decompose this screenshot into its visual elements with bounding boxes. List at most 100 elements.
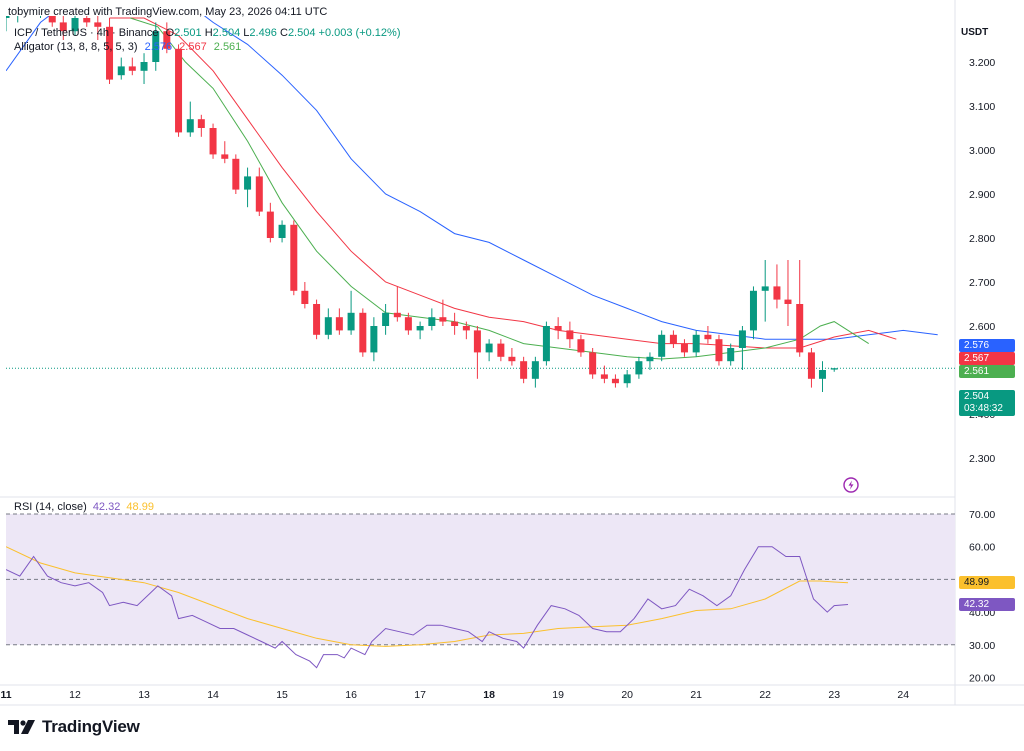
candle-body <box>359 312 367 353</box>
time-tick-label: 16 <box>345 689 357 701</box>
price-tick-label: 2.800 <box>969 233 995 245</box>
candle-body <box>646 356 654 362</box>
candle-body <box>59 22 67 32</box>
price-tick-label: 2.600 <box>969 321 995 333</box>
quote-currency[interactable]: USDT <box>961 27 989 38</box>
time-tick-label: 12 <box>69 689 81 701</box>
candle-body <box>658 334 666 357</box>
candle-body <box>6 16 10 18</box>
candle-body <box>152 31 160 62</box>
candle-body <box>566 330 574 340</box>
candle-body <box>416 326 424 331</box>
candle-body <box>692 334 700 353</box>
candle-body <box>128 66 136 71</box>
candle-body <box>290 224 298 291</box>
candle-body <box>382 312 390 326</box>
time-tick-label: 20 <box>621 689 633 701</box>
flash-icon[interactable] <box>843 477 859 498</box>
candle-body <box>301 290 309 304</box>
candle-body <box>462 326 470 331</box>
rsi-tick-label: 20.00 <box>969 673 995 685</box>
price-tick-label: 3.000 <box>969 145 995 157</box>
candle-body <box>497 343 505 357</box>
candle-body <box>761 286 769 291</box>
candle-body <box>531 361 539 379</box>
candle-body <box>186 119 194 133</box>
alligator-jaw-value: 2.576 <box>144 41 173 53</box>
candle-body <box>221 154 229 159</box>
candle-body <box>324 317 332 335</box>
rsi-tick-label: 30.00 <box>969 640 995 652</box>
time-tick-label: 13 <box>138 689 150 701</box>
candle-body <box>439 317 447 322</box>
time-tick-label: 24 <box>897 689 909 701</box>
ohlc-close-label: C <box>279 27 288 39</box>
ohlc-open-label: O <box>165 27 175 39</box>
price-tick-label: 3.100 <box>969 101 995 113</box>
price-tick-label: 3.200 <box>969 57 995 69</box>
alligator-label: Alligator (13, 8, 8, 5, 5, 3) <box>14 41 138 53</box>
candle-body <box>727 348 735 362</box>
rsi-badge: 42.32 <box>959 598 1015 611</box>
lips-price-badge: 2.561 <box>959 365 1015 378</box>
rsi-value: 42.32 <box>92 501 121 513</box>
candle-body <box>451 321 459 326</box>
candle-body <box>830 368 838 370</box>
alligator-teeth-value: 2.567 <box>179 41 207 53</box>
candle-body <box>94 22 102 27</box>
candle-body <box>117 66 125 76</box>
candle-body <box>738 330 746 348</box>
candle-body <box>428 317 436 326</box>
candle-body <box>623 374 631 384</box>
candle-body <box>589 352 597 375</box>
alligator-lips-line <box>130 17 869 360</box>
alligator-lips-value: 2.561 <box>213 41 242 53</box>
price-tick-label: 2.900 <box>969 189 995 201</box>
candle-body <box>577 339 585 353</box>
candle-body <box>520 361 528 379</box>
candle-body <box>48 16 56 23</box>
rsi-label: RSI (14, close) <box>14 501 87 513</box>
ohlc-high-label: H <box>204 27 213 39</box>
candle-body <box>635 361 643 375</box>
candle-body <box>197 119 205 128</box>
alligator-teeth-line <box>109 17 897 349</box>
bar-countdown: 03:48:32 <box>964 403 1003 414</box>
time-tick-label: 19 <box>552 689 564 701</box>
ohlc-low-label: L <box>243 27 250 39</box>
symbol-name: ICP / TetherUS · 4h · Binance <box>14 27 159 39</box>
alligator-legend: Alligator (13, 8, 8, 5, 5, 3) 2.576 2.56… <box>14 41 241 53</box>
ohlc-change: +0.003 (+0.12%) <box>318 27 401 39</box>
candle-body <box>313 304 321 335</box>
candle-body <box>807 352 815 379</box>
price-tick-label: 2.300 <box>969 453 995 465</box>
time-tick-label: 17 <box>414 689 426 701</box>
last-price-badge: 2.504 03:48:32 <box>959 390 1015 416</box>
symbol-legend: ICP / TetherUS · 4h · Binance O2.501 H2.… <box>14 27 400 39</box>
candle-body <box>715 339 723 362</box>
candle-body <box>485 343 493 353</box>
price-tick-label: 2.700 <box>969 277 995 289</box>
candle-body <box>370 326 378 353</box>
ohlc-high: 2.504 <box>212 27 241 39</box>
candle-body <box>266 211 274 238</box>
time-tick-label: 14 <box>207 689 219 701</box>
time-tick-label: 23 <box>828 689 840 701</box>
candle-body <box>244 176 252 190</box>
candle-body <box>508 356 516 362</box>
candle-body <box>255 176 263 212</box>
chart-credit: tobymire created with TradingView.com, M… <box>8 6 328 18</box>
candle-body <box>796 304 804 353</box>
time-tick-label: 22 <box>759 689 771 701</box>
alligator-jaw-line <box>6 16 938 340</box>
jaw-price-badge: 2.576 <box>959 339 1015 352</box>
candle-body <box>611 378 619 384</box>
candle-body <box>784 299 792 304</box>
ohlc-close: 2.504 <box>287 27 316 39</box>
rsi-band <box>6 514 955 645</box>
ohlc-open: 2.501 <box>174 27 202 39</box>
candle-body <box>680 343 688 353</box>
candle-body <box>83 18 91 23</box>
rsi-tick-label: 60.00 <box>969 542 995 554</box>
